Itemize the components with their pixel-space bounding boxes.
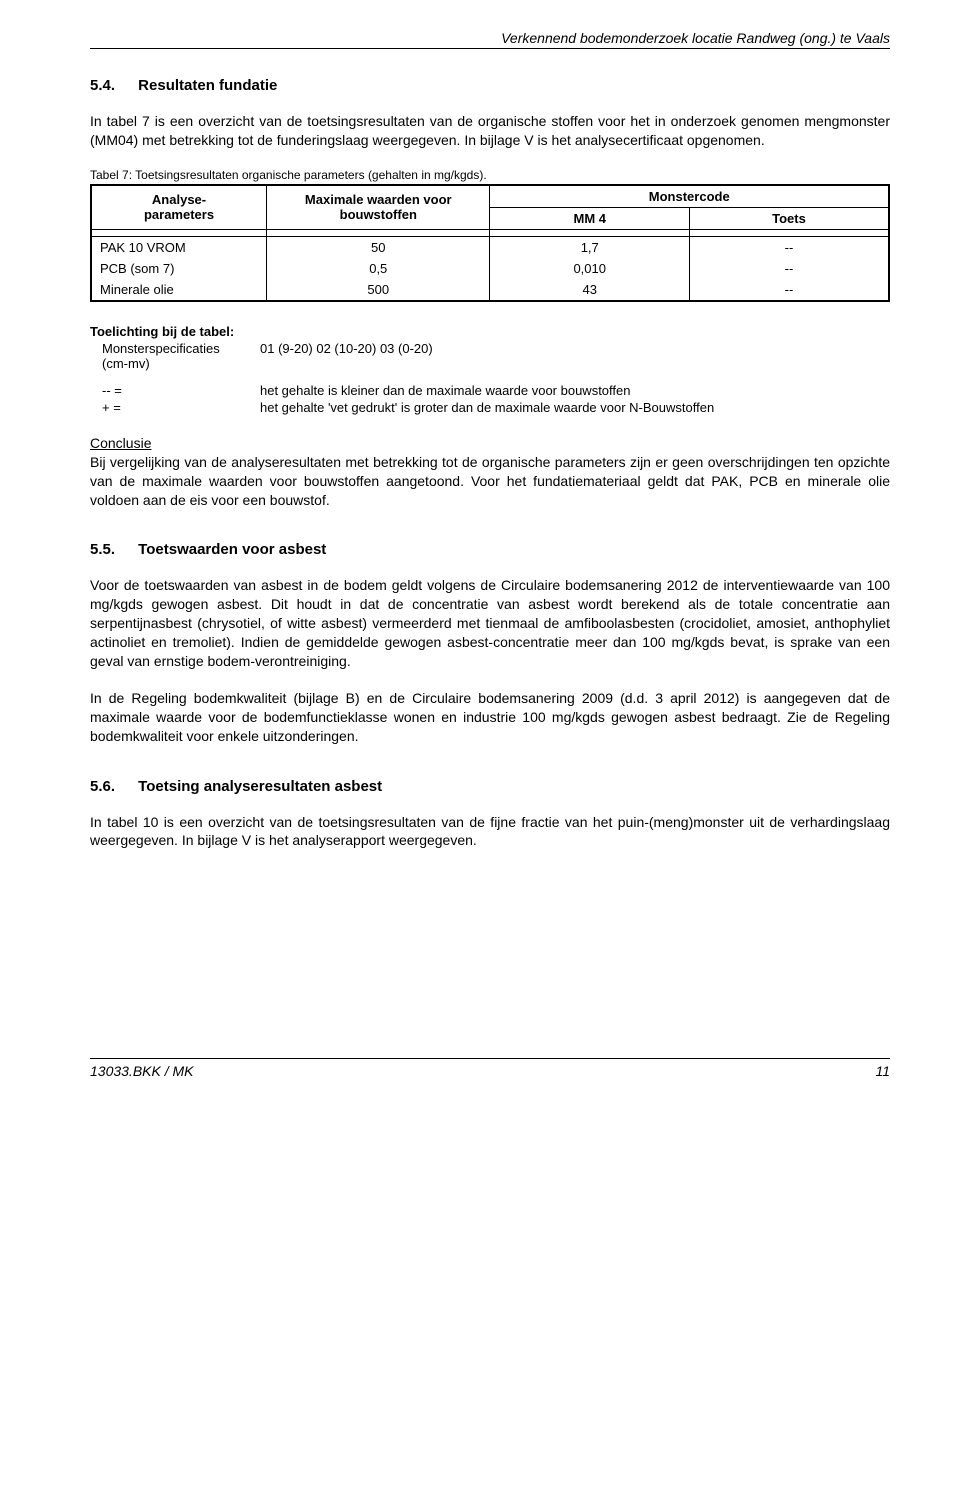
table-7: Analyse- parameters Maximale waarden voo…	[90, 184, 890, 302]
section-5-6-num: 5.6.	[90, 778, 134, 795]
table-7-caption: Tabel 7: Toetsingsresultaten organische …	[90, 168, 890, 182]
footer: 13033.BKK / MK 11	[90, 1063, 890, 1079]
table-cell: --	[689, 236, 889, 258]
section-5-6-heading: 5.6. Toetsing analyseresultaten asbest	[90, 778, 890, 795]
section-5-5-para-2: In de Regeling bodemkwaliteit (bijlage B…	[90, 689, 890, 746]
legend-title: Toelichting bij de tabel:	[90, 324, 890, 339]
section-5-4-num: 5.4.	[90, 77, 134, 94]
table-cell: 500	[267, 279, 490, 301]
legend-row: Monsterspecificaties (cm-mv) 01 (9-20) 0…	[90, 341, 890, 371]
legend-val: het gehalte 'vet gedrukt' is groter dan …	[260, 400, 890, 415]
table-7-col-2: Maximale waarden voor bouwstoffen	[267, 185, 490, 230]
section-5-6-para-1: In tabel 10 is een overzicht van de toet…	[90, 813, 890, 851]
section-5-4-title: Resultaten fundatie	[138, 77, 277, 94]
table-cell: 1,7	[490, 236, 690, 258]
table-row: PAK 10 VROM 50 1,7 --	[91, 236, 889, 258]
legend-val: het gehalte is kleiner dan de maximale w…	[260, 383, 890, 398]
section-5-5-num: 5.5.	[90, 541, 134, 558]
table-cell: PAK 10 VROM	[91, 236, 267, 258]
table-cell: 43	[490, 279, 690, 301]
header-title: Verkennend bodemonderzoek locatie Randwe…	[90, 30, 890, 46]
section-5-6-title: Toetsing analyseresultaten asbest	[138, 778, 382, 795]
table-7-monstercode: Monstercode	[490, 185, 889, 208]
section-5-5-title: Toetswaarden voor asbest	[138, 541, 326, 558]
table-cell: Minerale olie	[91, 279, 267, 301]
table-cell: 50	[267, 236, 490, 258]
footer-page-number: 11	[875, 1063, 890, 1079]
section-5-4-heading: 5.4. Resultaten fundatie	[90, 77, 890, 94]
table-cell: 0,5	[267, 258, 490, 279]
conclusie-heading: Conclusie	[90, 435, 890, 451]
table-7-col-3: MM 4	[490, 207, 690, 229]
legend-key: + =	[90, 400, 260, 415]
section-5-5-heading: 5.5. Toetswaarden voor asbest	[90, 541, 890, 558]
footer-rule	[90, 1058, 890, 1059]
legend-row: -- = het gehalte is kleiner dan de maxim…	[90, 383, 890, 398]
table-7-col-4: Toets	[689, 207, 889, 229]
table-row: Minerale olie 500 43 --	[91, 279, 889, 301]
table-cell: --	[689, 258, 889, 279]
legend-row: + = het gehalte 'vet gedrukt' is groter …	[90, 400, 890, 415]
table-row: PCB (som 7) 0,5 0,010 --	[91, 258, 889, 279]
table-7-legend: Toelichting bij de tabel: Monsterspecifi…	[90, 324, 890, 415]
footer-left: 13033.BKK / MK	[90, 1063, 194, 1079]
header-rule	[90, 48, 890, 49]
page: Verkennend bodemonderzoek locatie Randwe…	[0, 0, 960, 1500]
section-5-5-para-1: Voor de toetswaarden van asbest in de bo…	[90, 576, 890, 670]
table-cell: --	[689, 279, 889, 301]
legend-key: Monsterspecificaties (cm-mv)	[90, 341, 260, 371]
section-5-4-para-1: In tabel 7 is een overzicht van de toets…	[90, 112, 890, 150]
conclusie-para: Bij vergelijking van de analyseresultate…	[90, 453, 890, 510]
table-cell: 0,010	[490, 258, 690, 279]
table-cell: PCB (som 7)	[91, 258, 267, 279]
legend-val: 01 (9-20) 02 (10-20) 03 (0-20)	[260, 341, 890, 371]
table-7-col-1: Analyse- parameters	[91, 185, 267, 230]
legend-key: -- =	[90, 383, 260, 398]
